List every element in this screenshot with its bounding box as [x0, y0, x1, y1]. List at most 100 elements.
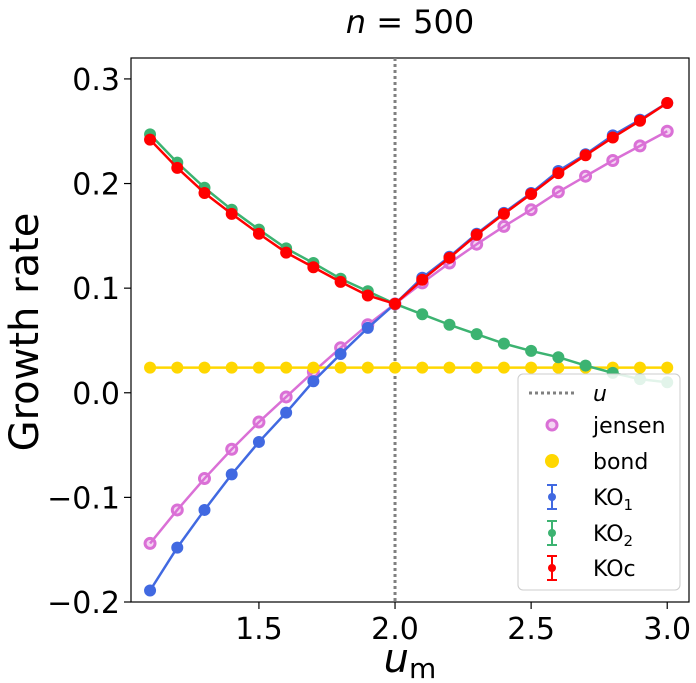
data-point-KOc	[443, 251, 456, 264]
legend-swatch-KOc	[548, 564, 556, 572]
data-point-bond	[497, 361, 510, 374]
data-point-KOc	[225, 207, 238, 220]
x-tick-label: 1.5	[235, 612, 283, 647]
data-point-KOc	[334, 275, 347, 288]
data-point-KOc	[307, 261, 320, 274]
x-tick-label: 2.5	[507, 612, 555, 647]
data-point-jensen	[197, 472, 211, 486]
legend-label-KO2: KO2	[593, 522, 633, 550]
data-point-KOc	[361, 289, 374, 302]
data-point-jensen	[524, 203, 538, 217]
data-point-KO1	[144, 584, 157, 597]
data-point-KOc	[525, 188, 538, 200]
data-point-bond	[443, 361, 456, 374]
data-point-jensen	[633, 139, 647, 153]
data-point-KOc	[416, 273, 429, 286]
y-tick-label: 0.1	[72, 272, 120, 307]
data-point-KO2	[497, 337, 510, 350]
data-point-KOc	[606, 131, 619, 144]
legend-item-KO2: KO2	[547, 520, 633, 550]
data-point-KO1	[334, 348, 347, 361]
series-KOc	[144, 96, 674, 310]
data-point-KOc	[280, 246, 293, 259]
data-point-KOc	[144, 133, 157, 146]
data-point-jensen	[170, 503, 184, 517]
data-point-KO2	[525, 344, 538, 357]
data-point-bond	[525, 361, 538, 374]
y-tick-label: 0.3	[72, 63, 120, 98]
data-point-bond	[198, 361, 211, 374]
data-point-bond	[307, 361, 320, 374]
data-point-KO1	[361, 321, 374, 334]
data-point-KO2	[443, 318, 456, 331]
data-point-KO1	[171, 541, 184, 554]
data-point-KO1	[307, 375, 320, 388]
data-point-bond	[552, 361, 565, 374]
data-point-jensen	[579, 169, 593, 183]
legend-swatch-KO1	[548, 493, 556, 501]
data-point-KOc	[497, 207, 510, 220]
legend-item-KOc: KOc	[547, 555, 636, 582]
y-tick-label: −0.1	[47, 481, 120, 516]
chart-title: n = 500	[346, 3, 475, 41]
x-tick-label: 3.0	[643, 612, 691, 647]
data-point-jensen	[660, 124, 674, 138]
data-point-bond	[171, 361, 184, 374]
data-point-KOc	[198, 186, 211, 199]
legend-label-jensen: jensen	[592, 414, 666, 439]
legend-item-bond: bond	[545, 450, 648, 475]
data-point-bond	[661, 361, 674, 374]
data-point-bond	[280, 361, 293, 374]
data-point-KOc	[579, 149, 592, 162]
legend-item-KO1: KO1	[547, 484, 633, 514]
x-axis-label: um	[384, 636, 437, 683]
data-point-bond	[361, 361, 374, 374]
legend-swatch-bond	[545, 454, 559, 468]
data-point-KO1	[252, 435, 265, 448]
data-point-bond	[144, 361, 157, 374]
data-point-KOc	[171, 161, 184, 174]
legend-swatch-KO2	[548, 529, 556, 537]
data-point-bond	[416, 361, 429, 374]
data-point-KOc	[552, 167, 565, 180]
data-point-jensen	[225, 442, 239, 456]
legend: u jensen bond KO1 KO2 KOc	[517, 373, 681, 591]
data-point-jensen	[497, 219, 511, 233]
data-point-KO1	[280, 406, 293, 419]
data-point-KOc	[252, 227, 265, 240]
legend-label-KO1: KO1	[593, 486, 633, 514]
data-point-KO2	[416, 308, 429, 321]
y-tick-label: 0.2	[72, 168, 120, 203]
data-point-KO1	[225, 468, 238, 481]
data-point-KO2	[579, 359, 592, 372]
axis-ticks: 1.5 2.0 2.5 3.0 −0.2 −0.1 0.0 0.1 0.2 0.3	[47, 63, 691, 647]
data-point-jensen	[252, 415, 266, 429]
data-point-bond	[470, 361, 483, 374]
data-point-jensen	[551, 185, 565, 199]
y-tick-label: 0.0	[72, 377, 120, 412]
data-point-bond	[634, 361, 647, 374]
legend-swatch-jensen	[545, 418, 559, 432]
legend-item-u: u	[529, 382, 607, 407]
y-tick-label: −0.2	[47, 586, 120, 621]
legend-box	[517, 373, 681, 591]
series-layer	[143, 96, 674, 597]
data-point-jensen	[279, 390, 293, 404]
legend-label-u: u	[593, 382, 607, 407]
data-point-bond	[225, 361, 238, 374]
series-bond	[144, 361, 674, 374]
y-axis-label: Growth rate	[2, 213, 48, 452]
data-point-KO2	[470, 328, 483, 341]
data-point-KO1	[198, 503, 211, 516]
legend-item-jensen: jensen	[545, 414, 666, 439]
data-point-jensen	[606, 154, 620, 168]
data-point-KOc	[389, 297, 402, 310]
data-point-bond	[334, 361, 347, 374]
data-point-bond	[252, 361, 265, 374]
data-point-jensen	[143, 536, 157, 550]
data-point-KO2	[552, 351, 565, 364]
x-tick-label: 2.0	[371, 612, 419, 647]
data-point-KOc	[470, 228, 483, 241]
legend-label-bond: bond	[593, 450, 648, 475]
plot-frame	[130, 57, 690, 603]
